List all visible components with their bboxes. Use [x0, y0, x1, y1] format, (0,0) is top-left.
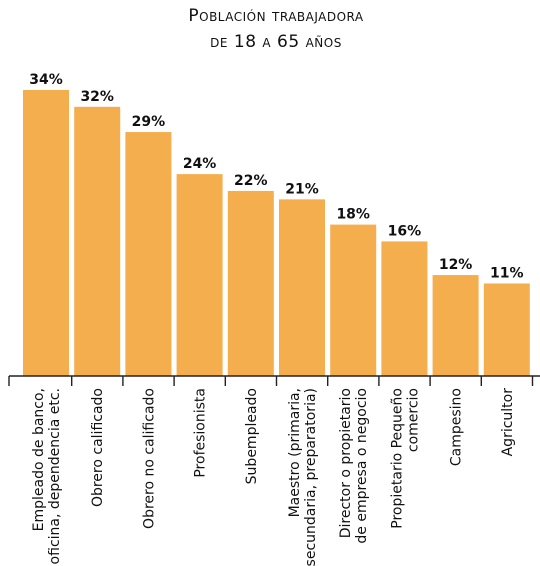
value-labels: 34% 32% 29% 24% 22% 21% 18% 16% 12% 11%	[29, 72, 523, 281]
bar-value-label: 24%	[183, 156, 217, 172]
category-label: Maestro (primaria,	[287, 388, 303, 517]
category-label: Propietario Pequeño	[389, 388, 405, 529]
category-label: Director o propietario	[338, 388, 354, 538]
bar	[23, 90, 69, 376]
category-label: Profesionista	[193, 388, 209, 478]
x-axis	[8, 375, 540, 386]
bar-value-label: 29%	[132, 114, 166, 130]
chart-title-line: de 18 a 65 años	[210, 32, 342, 52]
chart-title-line: Población trabajadora	[188, 6, 364, 26]
bar-value-label: 18%	[336, 207, 370, 223]
category-label: secundaria, preparatoria)	[303, 388, 319, 566]
category-label: Empleado de banco,	[31, 388, 47, 531]
bars	[23, 90, 530, 376]
category-label: Campesino	[449, 388, 465, 466]
bar	[381, 241, 428, 376]
bar-value-label: 22%	[234, 173, 268, 189]
bar	[432, 275, 479, 376]
category-label: Agricultor	[500, 388, 516, 457]
bar-value-label: 11%	[490, 265, 524, 281]
category-label: Obrero calificado	[90, 388, 106, 507]
bar	[483, 283, 530, 376]
bar	[74, 106, 121, 376]
category-labels: Empleado de banco, oficina, dependencia e…	[31, 388, 516, 566]
category-label: oficina, dependencia etc.	[47, 388, 63, 564]
category-label: Obrero no calificado	[141, 388, 157, 529]
category-label: comercio	[405, 388, 421, 452]
bar	[330, 224, 377, 376]
bar-value-label: 34%	[29, 72, 63, 88]
bar	[279, 199, 325, 376]
bar	[125, 132, 172, 376]
bar-value-label: 21%	[285, 181, 319, 197]
bar-value-label: 32%	[80, 89, 114, 105]
bar	[227, 190, 274, 376]
bar-value-label: 16%	[388, 223, 422, 239]
bar	[176, 174, 223, 376]
category-label: Subempleado	[244, 388, 260, 484]
chart-title: Población trabajadora de 18 a 65 años	[188, 6, 364, 52]
bar-value-label: 12%	[439, 257, 473, 273]
category-label: de empresa o negocio	[354, 388, 370, 544]
